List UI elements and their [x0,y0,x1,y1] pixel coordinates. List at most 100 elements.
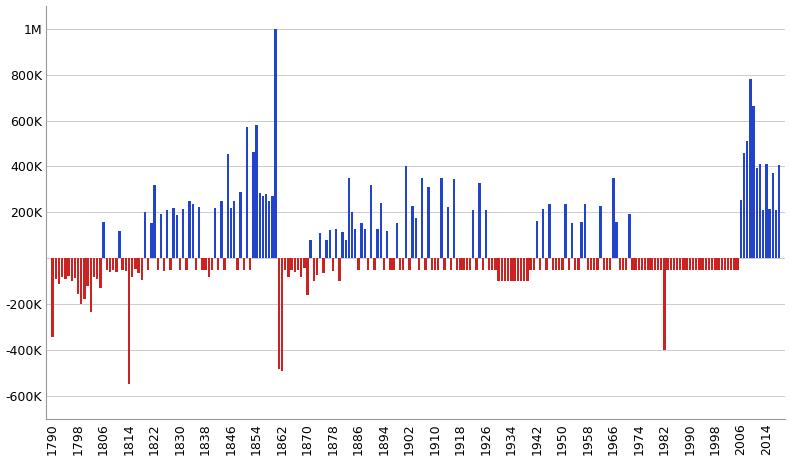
Bar [581,222,583,259]
Bar [319,233,321,259]
Bar [628,213,630,259]
Bar [482,259,484,270]
Bar [217,259,219,270]
Bar [672,259,676,270]
Bar [195,259,197,270]
Bar [144,213,146,259]
Bar [590,259,592,270]
Bar [565,204,567,259]
Bar [644,259,646,270]
Bar [108,259,112,272]
Bar [463,259,465,270]
Bar [561,259,564,270]
Bar [414,218,417,259]
Bar [373,259,376,270]
Bar [176,215,178,259]
Bar [749,79,751,259]
Bar [551,259,554,270]
Bar [380,203,382,259]
Bar [112,259,115,270]
Bar [185,259,187,270]
Bar [392,259,395,270]
Bar [383,259,385,270]
Bar [399,259,401,270]
Bar [370,185,373,259]
Bar [224,259,226,270]
Bar [389,259,392,270]
Bar [663,259,665,350]
Bar [430,259,433,270]
Bar [207,259,210,277]
Bar [631,259,634,270]
Bar [58,259,60,284]
Bar [711,259,713,270]
Bar [150,223,153,259]
Bar [147,259,149,270]
Bar [421,178,423,259]
Bar [433,259,436,270]
Bar [698,259,701,270]
Bar [730,259,732,270]
Bar [214,208,216,259]
Bar [529,259,532,270]
Bar [743,153,745,259]
Bar [721,259,723,270]
Bar [86,259,89,286]
Bar [74,259,76,278]
Bar [647,259,649,270]
Bar [204,259,206,270]
Bar [453,179,456,259]
Bar [377,229,379,259]
Bar [759,164,761,259]
Bar [443,259,445,270]
Bar [396,223,398,259]
Bar [609,259,611,270]
Bar [386,231,388,259]
Bar [77,259,79,294]
Bar [752,106,755,259]
Bar [367,259,369,270]
Bar [303,259,305,268]
Bar [724,259,726,270]
Bar [705,259,707,270]
Bar [157,259,159,270]
Bar [80,259,82,304]
Bar [669,259,672,270]
Bar [768,209,770,259]
Bar [325,240,327,259]
Bar [660,259,662,270]
Bar [191,204,194,259]
Bar [339,259,341,282]
Bar [437,259,439,270]
Bar [64,259,66,279]
Bar [600,206,602,259]
Bar [472,210,475,259]
Bar [70,259,73,282]
Bar [596,259,599,270]
Bar [740,200,742,259]
Bar [554,259,557,270]
Bar [405,166,407,259]
Bar [612,178,615,259]
Bar [450,259,452,270]
Bar [446,207,448,259]
Bar [361,223,363,259]
Bar [517,259,519,282]
Bar [638,259,640,270]
Bar [115,259,118,272]
Bar [300,259,302,277]
Bar [736,259,739,270]
Bar [172,208,175,259]
Bar [532,259,535,270]
Bar [523,259,525,282]
Bar [322,259,324,273]
Bar [548,204,551,259]
Bar [312,259,315,282]
Bar [99,259,101,288]
Bar [328,230,331,259]
Bar [265,194,267,259]
Bar [466,259,468,270]
Bar [427,187,430,259]
Bar [61,259,63,277]
Bar [271,196,274,259]
